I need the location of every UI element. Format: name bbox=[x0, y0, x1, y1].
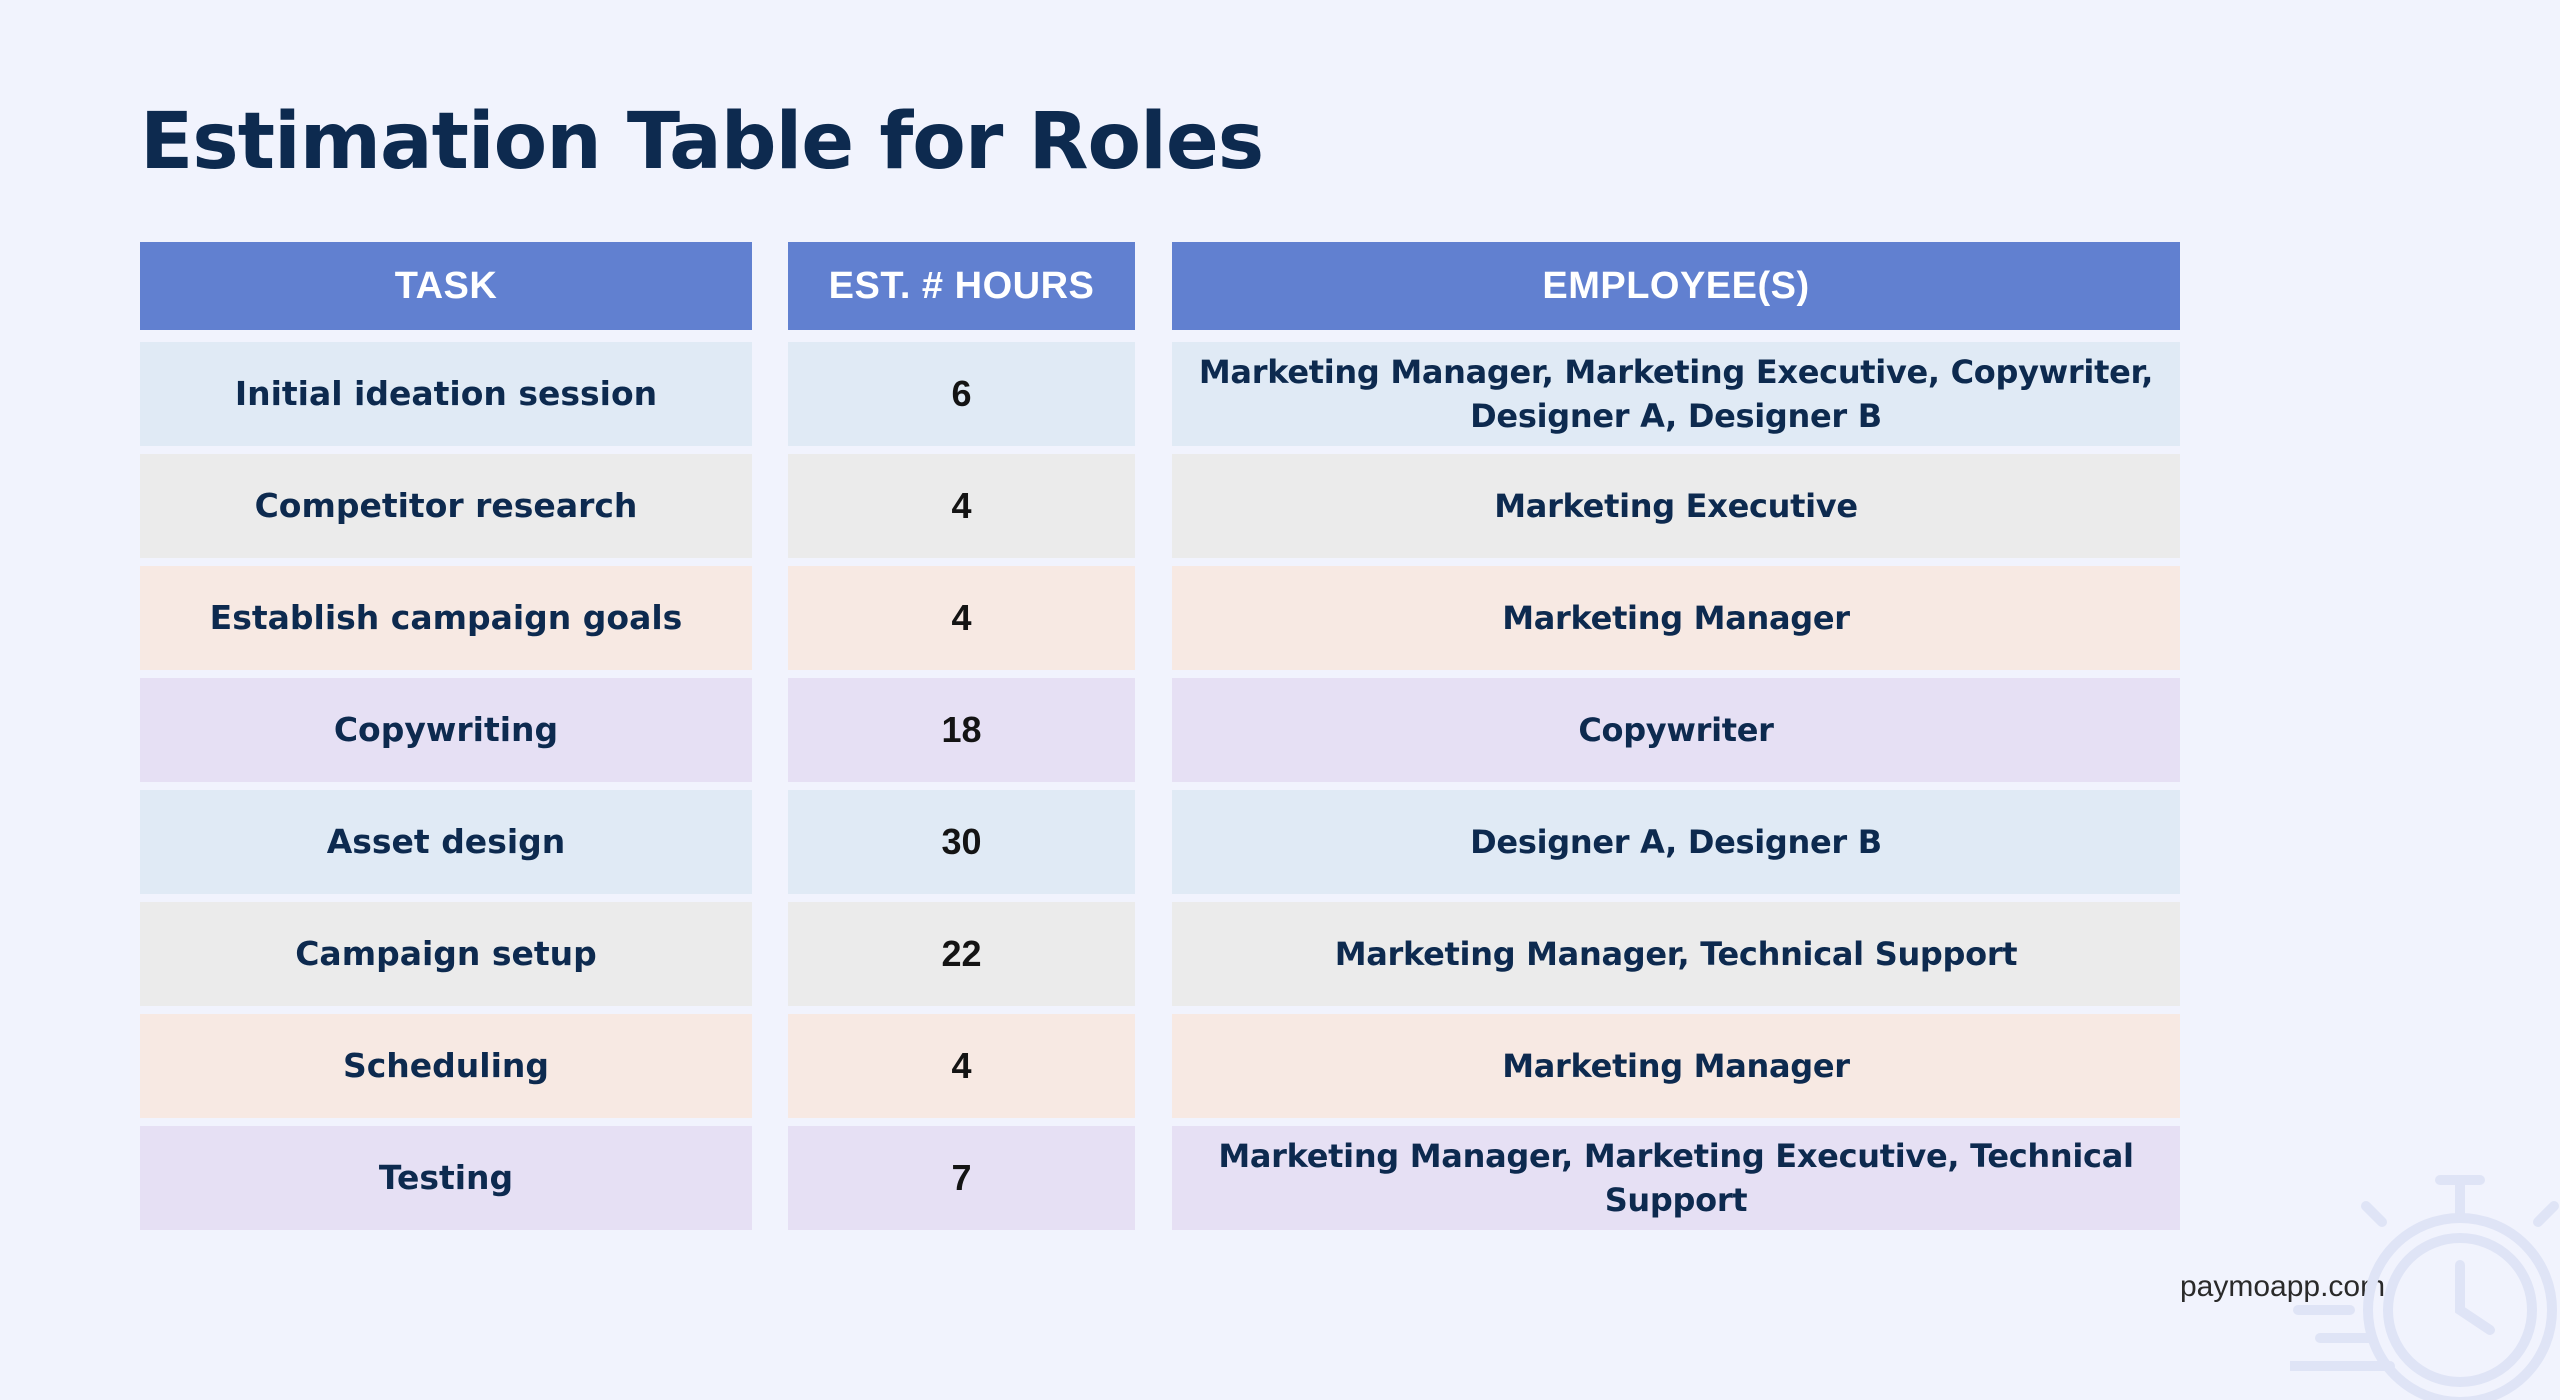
hours-cell: 18 bbox=[788, 678, 1135, 782]
hours-cell: 6 bbox=[788, 342, 1135, 446]
hours-cell: 4 bbox=[788, 1014, 1135, 1118]
employees-column: EMPLOYEE(S) Marketing Manager, Marketing… bbox=[1172, 242, 2180, 1230]
stopwatch-icon bbox=[2290, 1175, 2559, 1400]
employees-cell: Designer A, Designer B bbox=[1172, 790, 2180, 894]
task-column-header: TASK bbox=[140, 242, 752, 330]
page-title: Estimation Table for Roles bbox=[140, 97, 1264, 187]
footer-url: paymoapp.com bbox=[2180, 1270, 2386, 1303]
task-cell: Testing bbox=[140, 1126, 752, 1230]
employees-cell: Marketing Manager, Marketing Executive, … bbox=[1172, 1126, 2180, 1230]
employees-cell: Marketing Manager bbox=[1172, 566, 2180, 670]
employees-cell: Marketing Manager bbox=[1172, 1014, 2180, 1118]
task-cell: Copywriting bbox=[140, 678, 752, 782]
hours-cell: 7 bbox=[788, 1126, 1135, 1230]
hours-cell: 4 bbox=[788, 566, 1135, 670]
employees-cell: Marketing Manager, Marketing Executive, … bbox=[1172, 342, 2180, 446]
task-cell: Establish campaign goals bbox=[140, 566, 752, 670]
employees-cell: Copywriter bbox=[1172, 678, 2180, 782]
hours-cell: 30 bbox=[788, 790, 1135, 894]
task-cell: Asset design bbox=[140, 790, 752, 894]
task-cell: Competitor research bbox=[140, 454, 752, 558]
hours-column: EST. # HOURS 6 4 4 18 30 22 4 7 bbox=[788, 242, 1135, 1230]
hours-cell: 4 bbox=[788, 454, 1135, 558]
employees-cell: Marketing Executive bbox=[1172, 454, 2180, 558]
task-cell: Scheduling bbox=[140, 1014, 752, 1118]
task-cell: Initial ideation session bbox=[140, 342, 752, 446]
employees-cell: Marketing Manager, Technical Support bbox=[1172, 902, 2180, 1006]
hours-cell: 22 bbox=[788, 902, 1135, 1006]
hours-column-header: EST. # HOURS bbox=[788, 242, 1135, 330]
employees-column-header: EMPLOYEE(S) bbox=[1172, 242, 2180, 330]
task-column: TASK Initial ideation session Competitor… bbox=[140, 242, 752, 1230]
task-cell: Campaign setup bbox=[140, 902, 752, 1006]
